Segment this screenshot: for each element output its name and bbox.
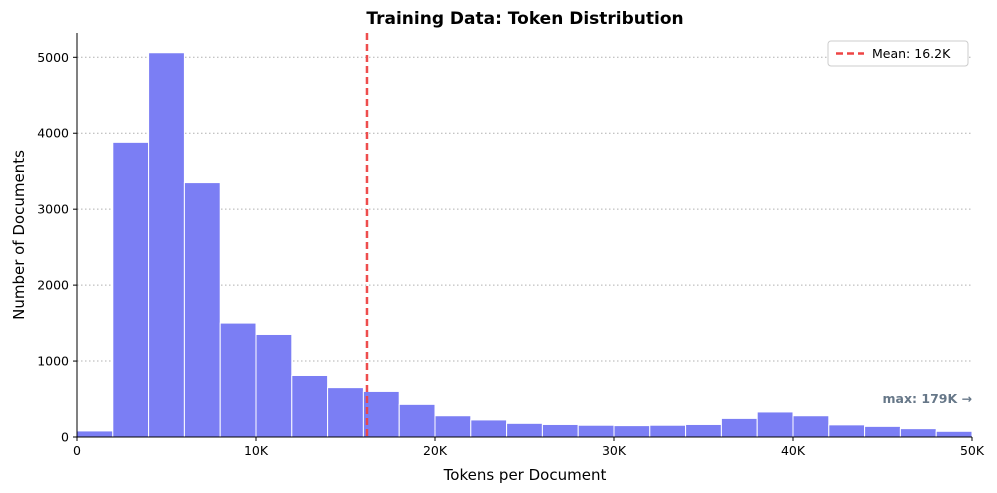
histogram-bar (935, 430, 973, 438)
histogram-bar (541, 423, 579, 438)
histogram-bar (649, 424, 687, 438)
x-tick-label: 50K (960, 443, 985, 458)
y-tick-label: 4000 (37, 126, 69, 141)
histogram-bar (219, 322, 257, 438)
histogram-bar (76, 430, 114, 438)
histogram-bar (864, 425, 901, 438)
x-tick-label: 10K (244, 443, 269, 458)
histogram-bar (792, 415, 830, 438)
y-ticks: 0 1000 2000 3000 4000 5000 (37, 50, 77, 445)
axes (76, 33, 972, 438)
histogram-bar (756, 411, 794, 438)
y-axis-label: Number of Documents (10, 150, 28, 320)
legend-box (827, 40, 969, 67)
legend: Mean: 16.2K (827, 40, 969, 67)
histogram-bar (327, 387, 364, 438)
histogram-bar (685, 423, 722, 438)
y-tick-label: 1000 (37, 354, 69, 369)
histogram-bar (899, 428, 937, 438)
y-tick-label: 3000 (37, 202, 69, 217)
x-tick-label: 30K (602, 443, 627, 458)
histogram-bar (720, 417, 758, 438)
legend-label-mean: Mean: 16.2K (872, 46, 951, 61)
histogram-bar (828, 424, 866, 438)
x-tick-label: 20K (423, 443, 448, 458)
histogram-bar (291, 374, 329, 438)
y-tick-label: 5000 (37, 50, 69, 65)
histogram-bar (470, 419, 508, 438)
x-tick-label: 0 (73, 443, 81, 458)
histogram-bar (183, 182, 221, 438)
histogram-bar (255, 333, 293, 438)
histogram-bar (398, 403, 436, 438)
y-tick-label: 2000 (37, 278, 69, 293)
histogram-bar (613, 425, 651, 438)
histogram-bar (112, 141, 150, 438)
histogram-bars (76, 52, 973, 438)
histogram-bar (506, 422, 543, 438)
histogram-bar (148, 52, 185, 438)
x-ticks: 0 10K 20K 30K 40K 50K (73, 437, 985, 458)
histogram-bar (577, 424, 615, 438)
y-tick-label: 0 (61, 430, 69, 445)
chart-title: Training Data: Token Distribution (366, 9, 683, 29)
histogram-bar (434, 415, 472, 438)
max-annotation: max: 179K → (883, 391, 972, 406)
x-tick-label: 40K (781, 443, 806, 458)
x-axis-label: Tokens per Document (443, 466, 607, 484)
histogram-bar (362, 390, 400, 438)
